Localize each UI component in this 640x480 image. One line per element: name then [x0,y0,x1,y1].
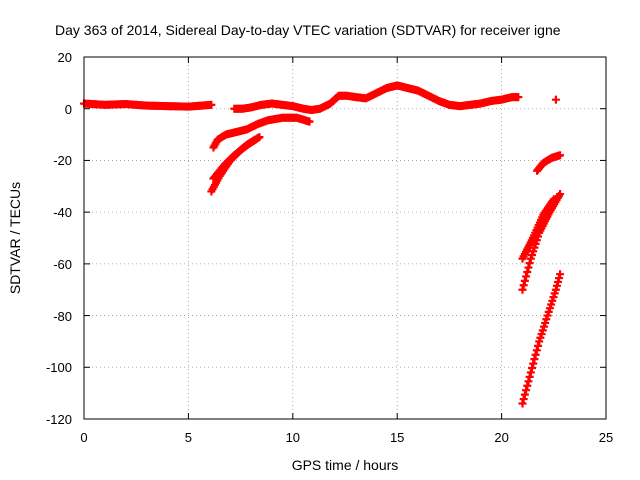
data-point [524,263,533,272]
data-point [526,368,535,377]
data-point [556,270,565,279]
data-series [230,81,523,115]
data-points [80,81,565,408]
data-point [518,285,527,294]
data-series [518,270,565,408]
data-point [523,381,532,390]
data-series [533,151,565,175]
y-tick-label: -120 [46,412,72,427]
y-tick-label: -60 [53,257,72,272]
data-point [518,399,527,408]
data-point [251,135,260,144]
data-series [80,99,216,111]
y-tick-label: -20 [53,153,72,168]
x-tick-label: 20 [494,430,508,445]
data-point [514,93,523,102]
data-point [524,377,533,386]
data-point [556,190,565,199]
data-point [549,195,558,204]
data-series [518,195,558,263]
data-point [520,276,529,285]
data-point [531,350,540,359]
tick-marks [83,56,607,420]
data-series [209,135,260,183]
x-tick-label: 25 [599,430,613,445]
data-series [551,95,560,104]
x-axis-label: GPS time / hours [292,457,399,473]
data-point [519,395,528,404]
y-tick-label: 0 [65,102,72,117]
plot-frame [83,56,607,420]
x-tick-label: 15 [390,430,404,445]
data-point [530,355,539,364]
y-tick-label: -100 [46,360,72,375]
data-point [520,390,529,399]
data-point [525,372,534,381]
chart-title: Day 363 of 2014, Sidereal Day-to-day VTE… [55,22,561,38]
data-point [522,272,531,281]
data-point [519,281,528,290]
data-point [305,117,314,126]
data-point [255,133,264,142]
data-point [532,346,541,355]
data-point [551,95,560,104]
data-point [533,341,542,350]
data-point [522,386,531,395]
data-point [528,364,537,373]
data-series [209,113,314,152]
y-tick-label: -40 [53,205,72,220]
data-point [523,267,532,276]
data-point [525,259,534,268]
x-tick-label: 5 [185,430,192,445]
data-point [207,100,216,109]
data-point [556,151,565,160]
y-tick-label: -80 [53,309,72,324]
data-point [529,359,538,368]
y-tick-label: 20 [58,50,72,65]
x-tick-label: 0 [80,430,87,445]
y-axis-label: SDTVAR / TECUs [7,182,23,294]
grid-lines [84,57,606,419]
x-tick-label: 10 [286,430,300,445]
